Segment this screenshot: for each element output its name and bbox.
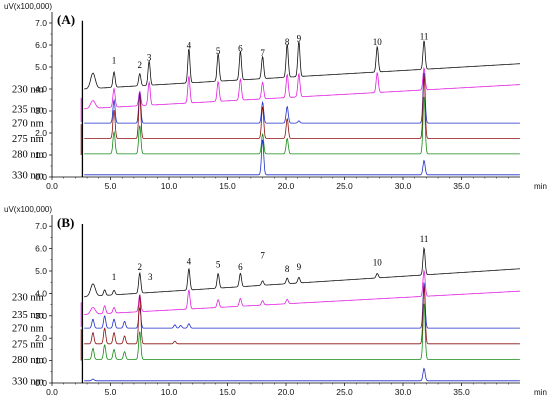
peak-label: 4 [187, 40, 192, 50]
peak-label: 9 [297, 34, 302, 44]
peak-label: 8 [285, 264, 290, 274]
peak-label: 5 [216, 46, 221, 56]
peak-label: 3 [147, 52, 152, 62]
x-tick-label: 10.0 [161, 181, 178, 191]
peak-label: 4 [187, 256, 192, 266]
peak-label: 1 [112, 272, 117, 282]
x-tick-label: 35.0 [453, 387, 470, 397]
chart-panel: 0.0 1.0 2.0 3.0 4.0 5.0 6.0 7.0 0.0 5.0 10.0 15.0 20… [4, 205, 547, 397]
y-tick-label: 0.0 [35, 378, 47, 388]
series-line-0 [84, 40, 520, 90]
x-tick-label: 5.0 [105, 387, 117, 397]
x-tick-label: 30.0 [395, 387, 412, 397]
series-label: 230 nm [12, 292, 44, 303]
y-tick-label: 3.0 [35, 106, 47, 116]
x-tick-label: 30.0 [395, 181, 412, 191]
peak-label: 8 [285, 37, 290, 47]
series-line-4 [84, 96, 520, 155]
peak-label: 3 [148, 272, 153, 282]
peak-label: 9 [297, 262, 302, 272]
series-line-3 [84, 75, 520, 139]
y-tick-label: 2.0 [35, 128, 47, 138]
series-line-5 [84, 139, 520, 176]
y-tick-label: 7.0 [35, 221, 47, 231]
y-tick-label: 5.0 [35, 62, 47, 72]
series-label: 280 nm [12, 355, 44, 366]
x-axis-title: min [534, 182, 547, 191]
x-tick-label: 5.0 [105, 181, 117, 191]
peak-label: 2 [138, 262, 143, 272]
y-tick-label: 0.0 [35, 172, 47, 182]
peak-label: 7 [260, 251, 265, 261]
series-label: 270 nm [12, 119, 44, 130]
x-tick-label: 10.0 [161, 387, 178, 397]
series-line-4 [84, 303, 520, 360]
series-line-2 [84, 282, 520, 329]
series-label: 280 nm [12, 149, 44, 160]
y-tick-label: 4.0 [35, 84, 47, 94]
series-line-5 [84, 367, 520, 382]
y-tick-label: 4.0 [35, 288, 47, 298]
y-tick-label: 2.0 [35, 333, 47, 343]
x-tick-label: 20.0 [278, 387, 295, 397]
series-label: 330 nm [12, 170, 44, 181]
peak-label: 2 [138, 60, 143, 70]
peak-label: 11 [420, 234, 429, 244]
y-tick-label: 1.0 [35, 356, 47, 366]
x-tick-label: 15.0 [219, 181, 236, 191]
series-label: 330 nm [12, 376, 44, 387]
y-tick-label: 1.0 [35, 150, 47, 160]
series-label: 235 nm [12, 310, 44, 321]
y-tick-label: 7.0 [35, 18, 47, 28]
peak-label: 10 [373, 257, 383, 267]
peak-label: 1 [112, 56, 117, 66]
y-tick-label: 6.0 [35, 244, 47, 254]
y-tick-label: 5.0 [35, 266, 47, 276]
x-tick-label: 20.0 [278, 181, 295, 191]
panel-label: (A) [57, 12, 75, 27]
x-tick-label: 25.0 [336, 387, 353, 397]
series-label: 275 nm [12, 134, 44, 145]
series-line-2 [84, 72, 520, 124]
y-tick-label: 6.0 [35, 40, 47, 50]
x-tick-label: 25.0 [336, 181, 353, 191]
series-label: 235 nm [12, 104, 44, 115]
y-tick-label: 3.0 [35, 311, 47, 321]
series-label: 270 nm [12, 324, 44, 335]
x-tick-label: 0.0 [46, 387, 58, 397]
x-tick-label: 35.0 [453, 181, 470, 191]
series-line-0 [84, 246, 520, 298]
x-axis-title: min [534, 388, 547, 397]
series-line-1 [84, 66, 520, 110]
y-axis-title: uV(x100,000) [4, 205, 52, 214]
chart-panel: 0.0 1.0 2.0 3.0 4.0 5.0 6.0 7.0 0.0 5.0 10.0 15.0 20… [4, 2, 547, 191]
panel-label: (B) [57, 215, 74, 230]
peak-label: 7 [260, 48, 265, 58]
series-label: 230 nm [12, 85, 44, 96]
series-line-3 [84, 285, 520, 345]
x-tick-label: 0.0 [46, 181, 58, 191]
peak-label: 6 [238, 44, 243, 54]
series-line-1 [84, 269, 520, 316]
peak-label: 5 [216, 260, 221, 270]
peak-label: 6 [238, 262, 243, 272]
x-tick-label: 15.0 [219, 387, 236, 397]
series-label: 275 nm [12, 339, 44, 350]
y-axis-title: uV(x100,000) [4, 2, 52, 11]
peak-label: 10 [373, 37, 383, 47]
peak-label: 11 [420, 32, 429, 42]
